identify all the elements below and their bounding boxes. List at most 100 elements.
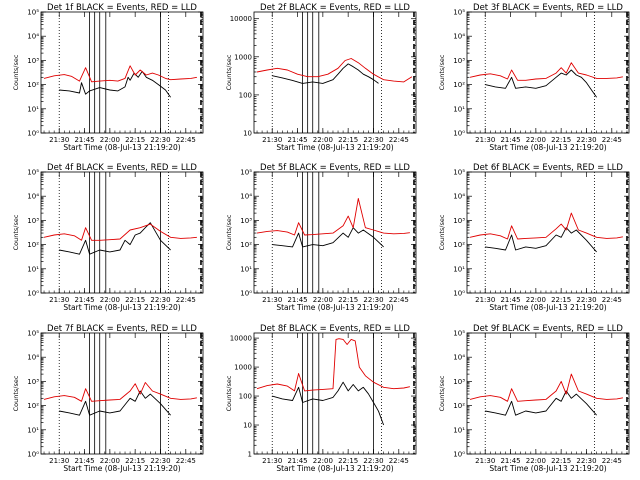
x-tick-label: 22:00 (526, 136, 546, 144)
x-tick-label: 22:30 (576, 457, 596, 465)
plot-frame (40, 332, 204, 455)
y-tick-label: 10³ (27, 217, 39, 225)
lld-series-line (256, 198, 410, 236)
y-tick-label: 10³ (27, 57, 39, 65)
x-tick-label: 22:30 (363, 136, 383, 144)
x-tick-label: 22:30 (150, 457, 170, 465)
y-axis-label: Counts/sec (12, 375, 20, 411)
lld-series-line (469, 212, 623, 240)
y-tick-label: 10² (453, 241, 465, 249)
lld-series-line (256, 58, 413, 83)
y-tick-label: 10² (27, 241, 39, 249)
x-tick-label: 21:45 (500, 136, 520, 144)
chart-title: Det 2f BLACK = Events, RED = LLD (260, 3, 410, 13)
y-tick-label: 10² (453, 402, 465, 410)
lld-series-line (43, 382, 197, 402)
y-tick-label: 10³ (453, 57, 465, 65)
x-tick-label: 22:45 (176, 457, 196, 465)
y-axis-label: Counts/sec (12, 214, 20, 250)
chart-panel-8: Det 8f BLACK = Events, RED = LLD 1 10 100 10… (225, 324, 417, 473)
y-tick-label: 10⁰ (240, 290, 252, 298)
y-tick-label: 1 (248, 451, 252, 459)
plot-frame (466, 332, 630, 455)
y-tick-label: 10³ (240, 217, 252, 225)
y-tick-label: 10⁰ (27, 130, 39, 138)
x-tick-label: 21:30 (49, 296, 69, 304)
x-tick-label: 22:45 (389, 296, 409, 304)
y-tick-label: 10⁵ (453, 330, 465, 338)
x-tick-label: 21:45 (500, 296, 520, 304)
x-tick-label: 22:15 (125, 457, 145, 465)
x-tick-label: 22:15 (338, 136, 358, 144)
y-axis-label: Counts/sec (12, 54, 20, 90)
x-tick-label: 22:15 (551, 136, 571, 144)
x-axis-label: Start Time (08-Jul-13 21:19:20) (276, 303, 393, 312)
x-tick-label: 21:45 (287, 296, 307, 304)
chart-panel-2: Det 2f BLACK = Events, RED = LLD 10 100 100… (225, 3, 417, 152)
chart-title: Det 4f BLACK = Events, RED = LLD (47, 163, 197, 173)
y-tick-label: 10⁵ (27, 169, 39, 177)
y-tick-label: 10² (240, 241, 252, 249)
chart-title: Det 9f BLACK = Events, RED = LLD (473, 324, 623, 334)
x-tick-label: 21:30 (49, 457, 69, 465)
x-tick-label: 21:45 (74, 457, 94, 465)
events-series-line (59, 70, 171, 98)
y-tick-label: 10² (27, 402, 39, 410)
plot-frame (466, 11, 630, 134)
chart-panel-6: Det 6f BLACK = Events, RED = LLD 10⁰ 10¹ 10… (438, 163, 630, 312)
x-tick-label: 22:15 (125, 136, 145, 144)
x-axis-label: Start Time (08-Jul-13 21:19:20) (489, 464, 606, 473)
y-tick-label: 10⁴ (453, 354, 465, 362)
x-tick-label: 22:30 (150, 136, 170, 144)
chart-panel-7: Det 7f BLACK = Events, RED = LLD 10⁰ 10¹ 10… (12, 324, 204, 473)
x-tick-label: 22:15 (338, 457, 358, 465)
x-tick-label: 22:30 (150, 296, 170, 304)
x-tick-label: 22:45 (389, 457, 409, 465)
x-tick-label: 22:45 (389, 136, 409, 144)
x-tick-label: 22:00 (100, 296, 120, 304)
x-axis-label: Start Time (08-Jul-13 21:19:20) (489, 303, 606, 312)
y-tick-label: 10¹ (27, 265, 39, 273)
x-tick-label: 21:30 (262, 457, 282, 465)
x-tick-label: 22:45 (176, 296, 196, 304)
chart-title: Det 5f BLACK = Events, RED = LLD (260, 163, 410, 173)
y-tick-label: 10⁰ (453, 130, 465, 138)
y-tick-label: 10 (243, 422, 252, 430)
y-tick-label: 10⁵ (240, 169, 252, 177)
x-tick-label: 22:30 (363, 296, 383, 304)
plot-frame (253, 11, 417, 134)
y-tick-label: 10000 (230, 335, 252, 343)
y-tick-label: 10⁴ (240, 193, 252, 201)
x-tick-label: 21:45 (500, 457, 520, 465)
plot-frame (466, 171, 630, 294)
y-tick-label: 10⁵ (453, 9, 465, 17)
y-axis-label: Counts/sec (438, 54, 446, 90)
x-tick-label: 22:15 (338, 296, 358, 304)
x-axis-label: Start Time (08-Jul-13 21:19:20) (276, 464, 393, 473)
y-axis-label: Counts/sec (225, 375, 233, 411)
x-tick-label: 22:15 (551, 296, 571, 304)
x-axis-label: Start Time (08-Jul-13 21:19:20) (63, 303, 180, 312)
lld-series-line (469, 62, 623, 81)
y-tick-label: 10⁴ (453, 33, 465, 41)
chart-title: Det 3f BLACK = Events, RED = LLD (473, 3, 623, 13)
x-tick-label: 22:00 (313, 296, 333, 304)
chart-panel-1: Det 1f BLACK = Events, RED = LLD 10⁰ 10¹ 10… (12, 3, 204, 152)
plot-frame (253, 171, 417, 294)
y-tick-label: 10⁴ (453, 193, 465, 201)
x-tick-label: 22:00 (526, 457, 546, 465)
y-tick-label: 100 (239, 91, 252, 99)
lld-series-line (256, 338, 410, 392)
x-axis-label: Start Time (08-Jul-13 21:19:20) (63, 464, 180, 473)
events-series-line (59, 390, 171, 416)
y-tick-label: 10⁴ (27, 354, 39, 362)
y-tick-label: 10¹ (453, 105, 465, 113)
x-tick-label: 22:00 (100, 457, 120, 465)
y-tick-label: 10² (27, 81, 39, 89)
events-series-line (272, 381, 385, 426)
events-series-line (485, 227, 597, 253)
lld-series-line (43, 65, 197, 83)
y-tick-label: 1000 (234, 53, 252, 61)
chart-panel-3: Det 3f BLACK = Events, RED = LLD 10⁰ 10¹ 10… (438, 3, 630, 152)
